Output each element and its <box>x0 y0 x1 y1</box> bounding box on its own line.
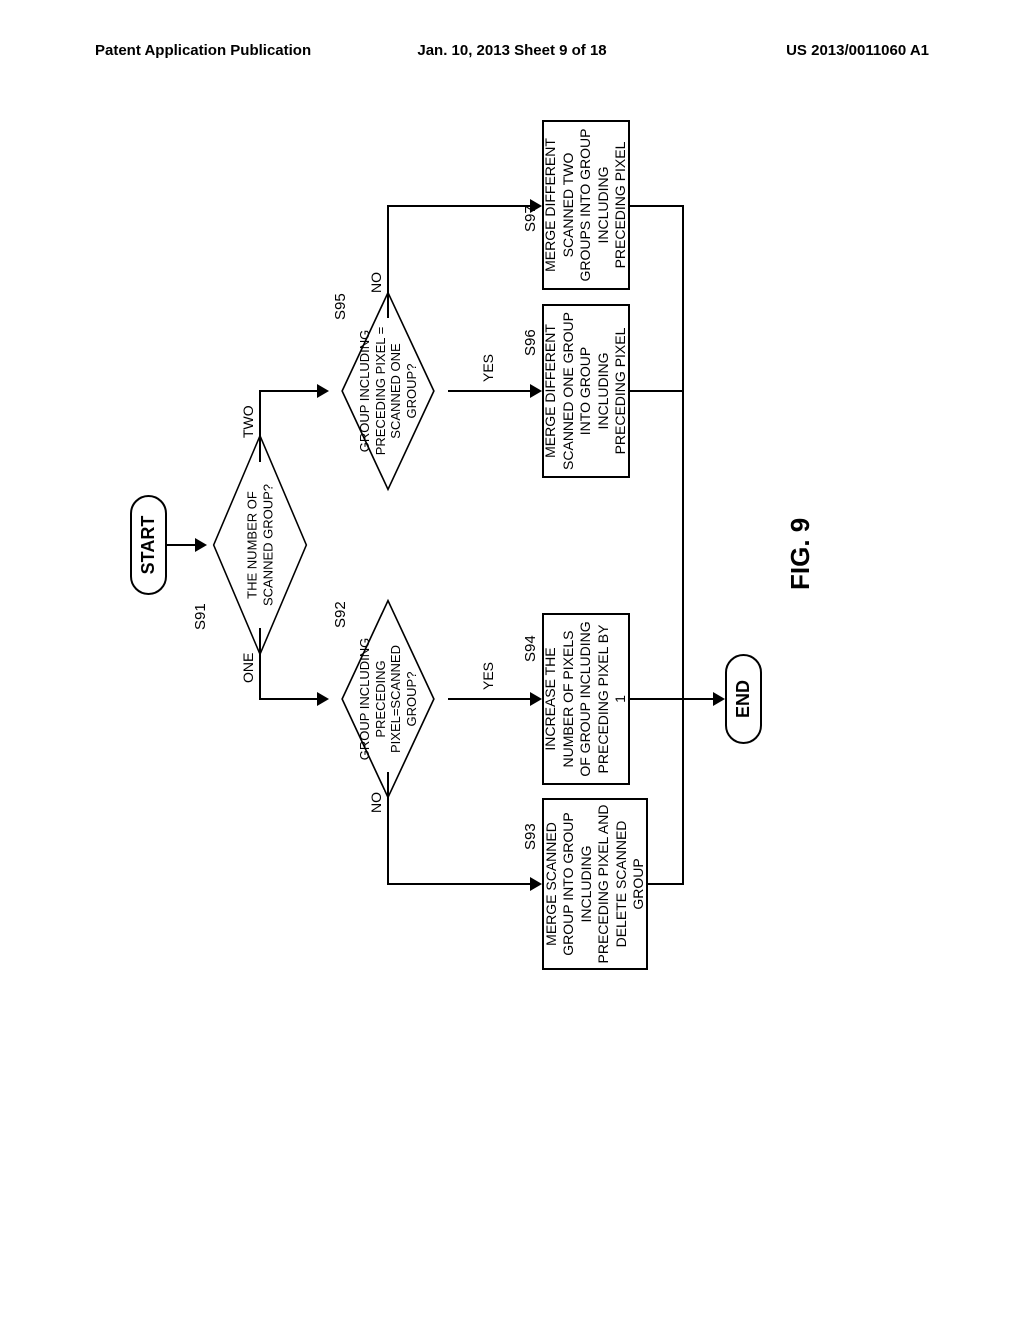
decision-s91-text: THE NUMBER OF SCANNED GROUP? <box>244 460 275 630</box>
step-label-s92: S92 <box>332 601 349 628</box>
connector <box>448 390 532 392</box>
branch-label-no: NO <box>368 270 384 295</box>
process-s97: MERGE DIFFERENT SCANNED TWO GROUPS INTO … <box>542 120 630 290</box>
step-label-s95: S95 <box>332 293 349 320</box>
connector <box>259 390 319 392</box>
arrow-icon <box>530 692 542 706</box>
connector <box>630 205 684 207</box>
connector <box>259 698 319 700</box>
connector <box>387 205 532 207</box>
connector <box>648 883 684 885</box>
branch-label-one: ONE <box>240 651 256 685</box>
process-s96: MERGE DIFFERENT SCANNED ONE GROUP INTO G… <box>542 304 630 478</box>
connector <box>259 390 261 462</box>
step-label-s91: S91 <box>192 603 209 630</box>
connector <box>167 544 197 546</box>
decision-s95-text: GROUP INCLUDING PRECEDING PIXEL = SCANNE… <box>357 316 419 466</box>
arrow-icon <box>530 877 542 891</box>
connector <box>387 883 532 885</box>
flowchart-figure-9: START THE NUMBER OF SCANNED GROUP? S91 O… <box>130 110 910 980</box>
process-s93: MERGE SCANNED GROUP INTO GROUP INCLUDING… <box>542 798 648 970</box>
terminal-end: END <box>725 654 762 744</box>
header-left: Patent Application Publication <box>95 42 311 59</box>
connector <box>259 628 261 700</box>
connector <box>448 698 532 700</box>
decision-s92-text: GROUP INCLUDING PRECEDING PIXEL=SCANNED … <box>357 629 419 769</box>
header-right: US 2013/0011060 A1 <box>786 42 929 59</box>
terminal-start: START <box>130 495 167 595</box>
connector <box>387 772 389 885</box>
arrow-icon <box>317 384 329 398</box>
branch-label-yes: YES <box>480 660 496 692</box>
arrow-icon <box>317 692 329 706</box>
connector <box>682 205 684 885</box>
arrow-icon <box>530 384 542 398</box>
step-label-s93: S93 <box>522 823 539 850</box>
connector <box>630 390 684 392</box>
step-label-s96: S96 <box>522 329 539 356</box>
process-s94: INCREASE THE NUMBER OF PIXELS OF GROUP I… <box>542 613 630 785</box>
branch-label-no: NO <box>368 790 384 815</box>
step-label-s97: S97 <box>522 205 539 232</box>
step-label-s94: S94 <box>522 635 539 662</box>
arrow-icon <box>195 538 207 552</box>
arrow-icon <box>713 692 725 706</box>
header-center: Jan. 10, 2013 Sheet 9 of 18 <box>417 42 606 59</box>
connector <box>630 698 715 700</box>
branch-label-yes: YES <box>480 352 496 384</box>
figure-label: FIG. 9 <box>785 518 816 590</box>
connector <box>387 205 389 318</box>
branch-label-two: TWO <box>240 403 256 440</box>
